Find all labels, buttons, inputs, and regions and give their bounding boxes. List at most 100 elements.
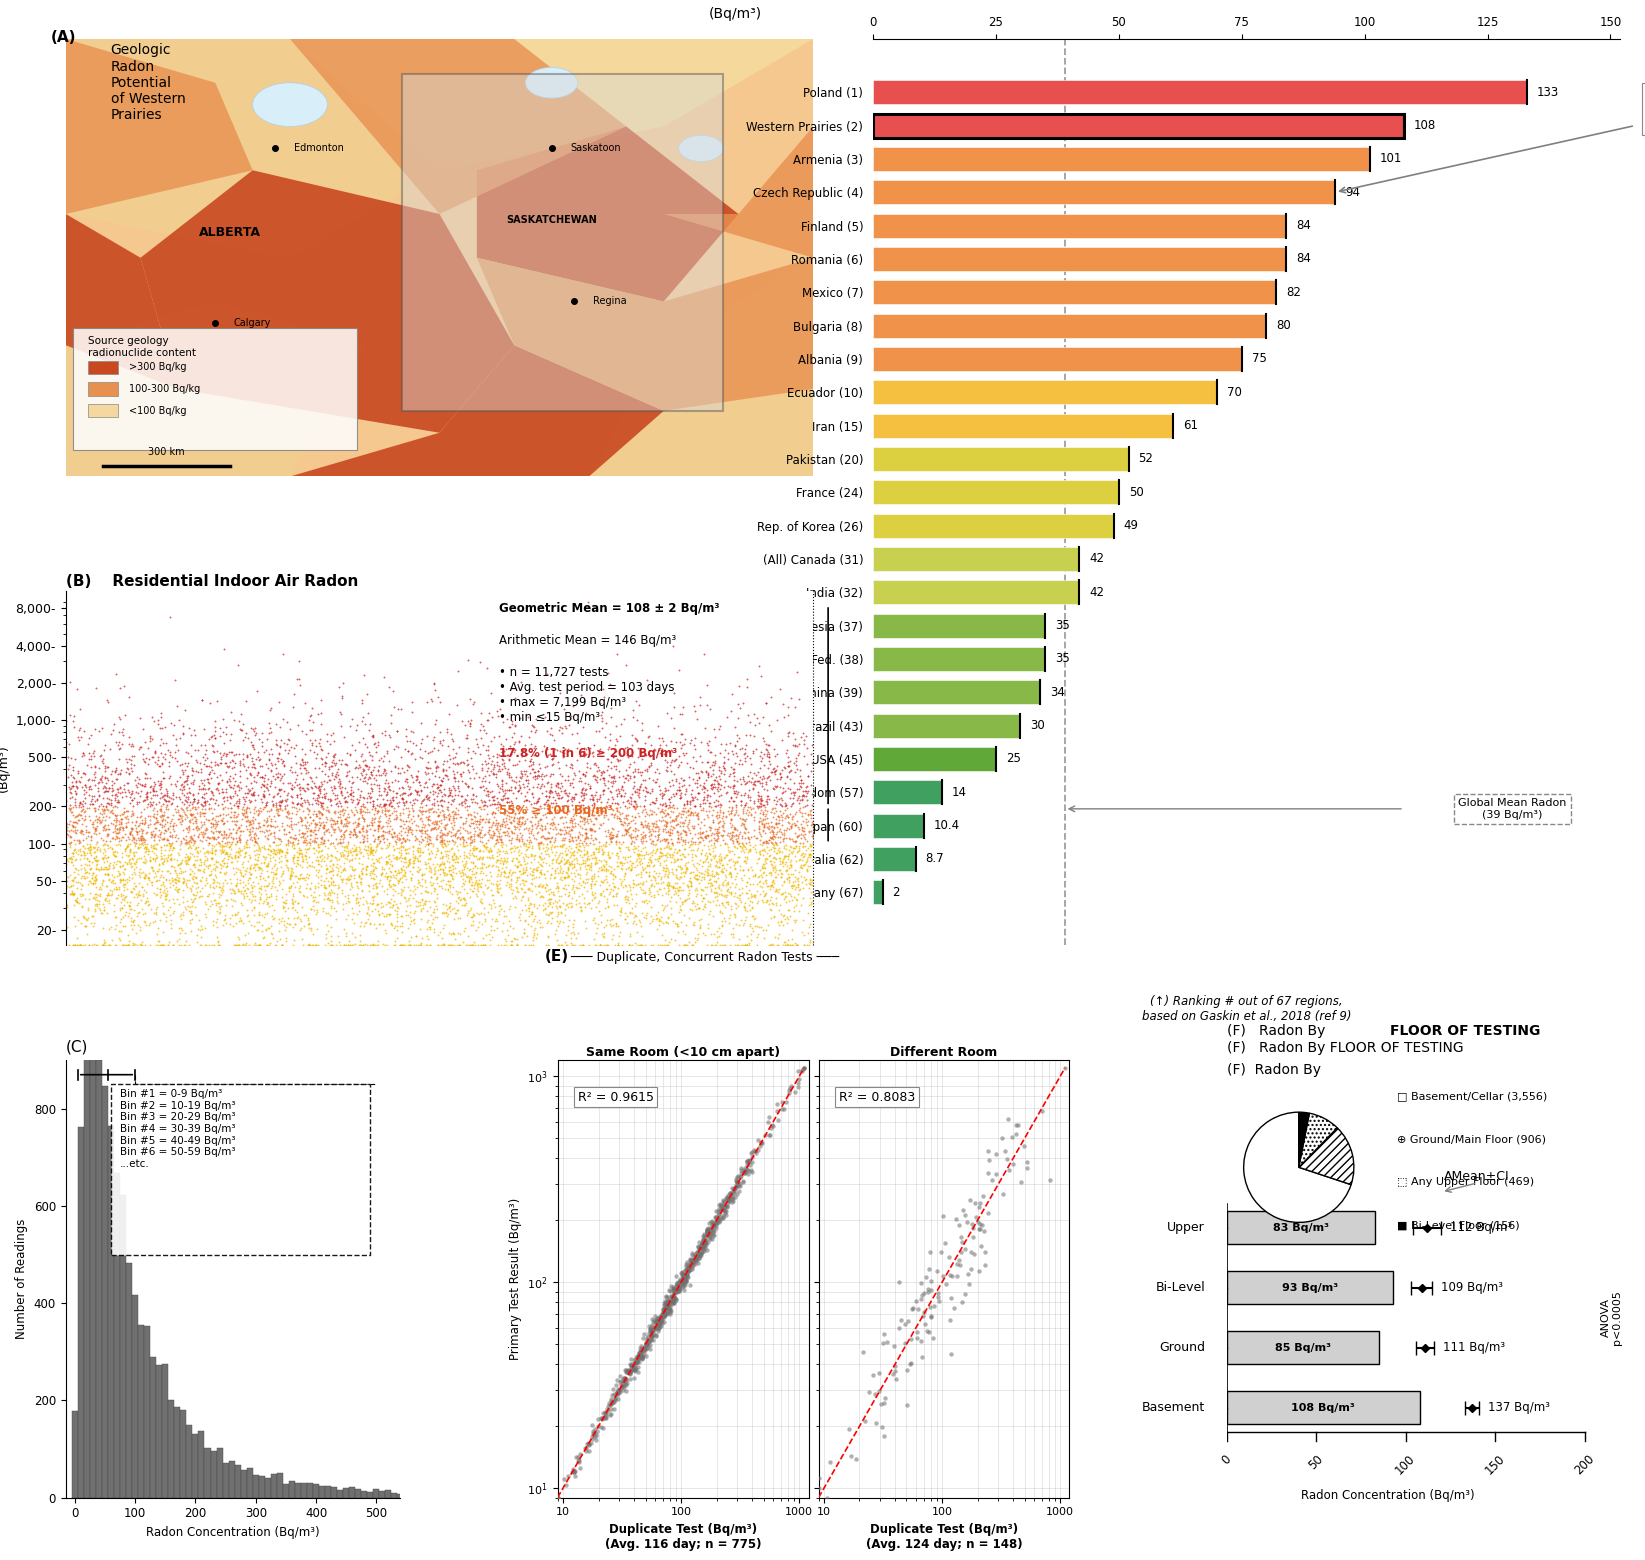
Point	[375, 782, 401, 807]
Point	[525, 821, 551, 846]
Point	[670, 799, 696, 824]
Point	[421, 889, 447, 914]
Point	[642, 906, 668, 931]
Point	[370, 817, 396, 842]
Point	[665, 1271, 691, 1296]
Point	[89, 716, 115, 741]
Point	[201, 825, 227, 850]
Point	[758, 760, 785, 785]
Point	[727, 839, 753, 864]
Point	[443, 878, 469, 903]
Point	[679, 744, 706, 769]
Point	[799, 872, 826, 897]
Point	[365, 814, 392, 839]
Point	[681, 732, 707, 757]
Point	[628, 864, 655, 889]
Point	[118, 817, 145, 842]
Point	[543, 816, 569, 841]
Point	[368, 860, 395, 885]
Point	[452, 805, 479, 830]
Point	[110, 860, 137, 885]
Point	[202, 892, 229, 917]
Point	[544, 875, 571, 900]
Point	[773, 1089, 799, 1114]
Point	[143, 842, 169, 867]
Point	[166, 933, 192, 958]
Point	[196, 841, 222, 866]
Point	[640, 1318, 666, 1343]
Point	[497, 867, 523, 892]
Point	[755, 746, 781, 771]
Point	[512, 783, 538, 808]
Point	[105, 860, 132, 885]
Text: 8.7: 8.7	[926, 852, 944, 866]
Point	[329, 878, 355, 903]
Point	[400, 719, 426, 744]
Point	[780, 791, 806, 816]
Point	[510, 772, 536, 797]
Point	[140, 833, 166, 858]
Point	[717, 800, 744, 825]
Point	[566, 800, 592, 825]
Point	[245, 811, 271, 836]
Point	[439, 856, 466, 881]
Point	[742, 839, 768, 864]
Bar	[109, 1126, 114, 1498]
Point	[181, 789, 207, 814]
Point	[135, 892, 161, 917]
Point	[948, 1225, 974, 1250]
Point	[421, 763, 447, 788]
Point	[242, 853, 268, 878]
Point	[727, 1173, 753, 1198]
Point	[681, 1248, 707, 1273]
Point	[127, 735, 153, 760]
Point	[109, 802, 135, 827]
Point	[171, 869, 197, 894]
Point	[489, 771, 515, 796]
Point	[396, 729, 423, 753]
Point	[763, 811, 790, 836]
Point	[127, 785, 153, 810]
Point	[294, 911, 321, 936]
Point	[750, 704, 776, 729]
Point	[484, 816, 510, 841]
Point	[424, 838, 451, 863]
Point	[763, 819, 790, 844]
Point	[262, 838, 288, 863]
Point	[242, 746, 268, 771]
Point	[454, 747, 480, 772]
Point	[740, 864, 767, 889]
Point	[655, 1290, 681, 1315]
Point	[474, 844, 500, 869]
Point	[607, 808, 633, 833]
Point	[360, 810, 387, 835]
Point	[503, 814, 530, 839]
Point	[969, 1214, 995, 1239]
Point	[298, 897, 324, 922]
Point	[415, 811, 441, 836]
Point	[329, 844, 355, 869]
Point	[293, 847, 319, 872]
Point	[716, 838, 742, 863]
Point	[350, 705, 377, 730]
Point	[498, 928, 525, 953]
Point	[345, 807, 372, 831]
Point	[620, 817, 646, 842]
Point	[378, 852, 405, 877]
Point	[597, 729, 623, 753]
Point	[734, 1156, 760, 1181]
Point	[666, 777, 693, 802]
Point	[141, 805, 168, 830]
Point	[533, 778, 559, 803]
Point	[84, 894, 110, 919]
Point	[222, 819, 248, 844]
Point	[678, 860, 704, 885]
Point	[773, 803, 799, 828]
Point	[316, 874, 342, 899]
Point	[202, 811, 229, 836]
Point	[434, 878, 461, 903]
Point	[260, 920, 286, 945]
Point	[599, 828, 625, 853]
Point	[115, 867, 141, 892]
Point	[775, 702, 801, 727]
